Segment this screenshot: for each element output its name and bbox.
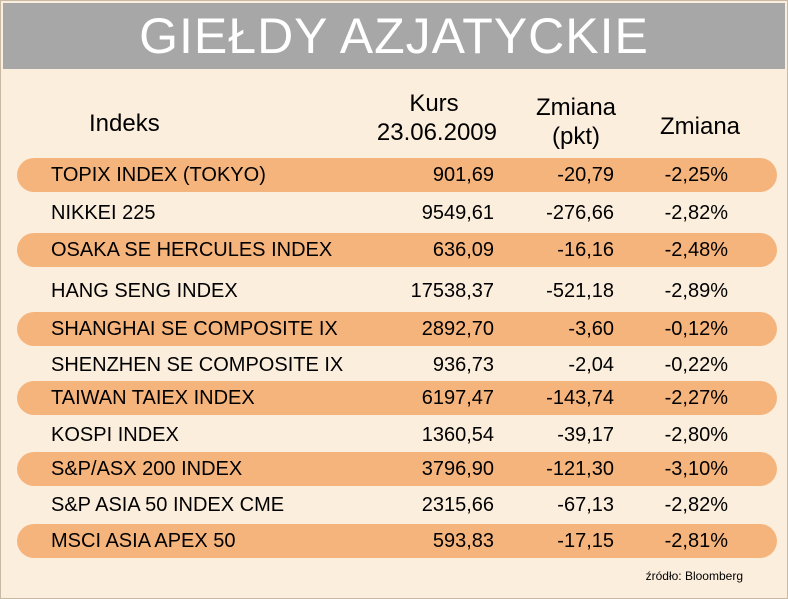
index-zmiana-pkt: -276,66	[546, 202, 614, 224]
index-zmiana-pkt: -16,16	[557, 239, 614, 261]
index-zmiana-pct: -2,89%	[664, 280, 728, 302]
index-zmiana-pct: -2,81%	[664, 530, 728, 552]
index-name: S&P ASIA 50 INDEX CME	[51, 494, 285, 516]
index-kurs: 6197,47	[421, 387, 494, 409]
index-kurs: 593,83	[432, 530, 494, 552]
index-zmiana-pct: -3,10%	[664, 458, 728, 480]
index-zmiana-pkt: -17,15	[557, 530, 614, 552]
index-kurs: 936,73	[432, 354, 494, 376]
index-name: OSAKA SE HERCULES INDEX	[51, 239, 333, 261]
index-kurs: 2892,70	[421, 318, 494, 340]
index-zmiana-pkt: -121,30	[546, 458, 614, 480]
table-row: SHANGHAI SE COMPOSITE IX 2892,70 -3,60 -0,1…	[17, 312, 777, 346]
index-name: NIKKEI 225	[51, 202, 156, 224]
index-zmiana-pkt: -2,04	[568, 354, 614, 376]
index-name: SHANGHAI SE COMPOSITE IX	[51, 318, 338, 340]
index-zmiana-pkt: -143,74	[546, 387, 614, 409]
table-row: SHENZHEN SE COMPOSITE IX 936,73 -2,04 -0,22…	[17, 348, 777, 382]
index-zmiana-pct: -2,25%	[664, 164, 728, 186]
table-row: TOPIX INDEX (TOKYO) 901,69 -20,79 -2,25%	[17, 158, 777, 192]
index-zmiana-pkt: -20,79	[557, 164, 614, 186]
header-zmiana-pkt-unit: (pkt)	[552, 123, 600, 150]
header-indeks: Indeks	[89, 110, 160, 137]
index-name: S&P/ASX 200 INDEX	[51, 458, 243, 480]
header-kurs-date: 23.06.2009	[376, 119, 497, 146]
table-row: KOSPI INDEX 1360,54 -39,17 -2,80%	[17, 418, 777, 452]
index-zmiana-pct: -2,27%	[664, 387, 728, 409]
table-row: NIKKEI 225 9549,61 -276,66 -2,82%	[17, 196, 777, 230]
header-kurs-label: Kurs	[409, 90, 459, 117]
header-zmiana-pkt: Zmiana (pkt)	[521, 93, 631, 151]
index-zmiana-pkt: -521,18	[546, 280, 614, 302]
header-kurs: Kurs 23.06.2009	[341, 89, 497, 147]
table-row: MSCI ASIA APEX 50 593,83 -17,15 -2,81%	[17, 524, 777, 558]
index-zmiana-pkt: -39,17	[557, 424, 614, 446]
table-row: S&P/ASX 200 INDEX 3796,90 -121,30 -3,10%	[17, 452, 777, 486]
index-kurs: 17538,37	[410, 280, 494, 302]
header-zmiana-pct: Zmiana	[659, 113, 741, 140]
index-zmiana-pct: -2,82%	[664, 202, 728, 224]
index-zmiana-pct: -0,12%	[664, 318, 728, 340]
index-name: TOPIX INDEX (TOKYO)	[51, 164, 266, 186]
index-name: HANG SENG INDEX	[51, 280, 238, 302]
source-note: źródło: Bloomberg	[645, 569, 743, 583]
index-zmiana-pkt: -3,60	[568, 318, 614, 340]
index-name: TAIWAN TAIEX INDEX	[51, 387, 255, 409]
index-zmiana-pct: -2,80%	[664, 424, 728, 446]
index-kurs: 1360,54	[421, 424, 494, 446]
table-row: S&P ASIA 50 INDEX CME 2315,66 -67,13 -2,82%	[17, 488, 777, 522]
index-zmiana-pct: -2,48%	[664, 239, 728, 261]
title-bar: GIEŁDY AZJATYCKIE	[3, 3, 785, 69]
index-kurs: 9549,61	[421, 202, 494, 224]
page-title: GIEŁDY AZJATYCKIE	[139, 8, 649, 64]
index-kurs: 3796,90	[421, 458, 494, 480]
index-zmiana-pkt: -67,13	[557, 494, 614, 516]
table-row: OSAKA SE HERCULES INDEX 636,09 -16,16 -2,48…	[17, 233, 777, 267]
index-kurs: 2315,66	[421, 494, 494, 516]
index-zmiana-pct: -0,22%	[664, 354, 728, 376]
index-name: SHENZHEN SE COMPOSITE IX	[51, 354, 344, 376]
table-row: HANG SENG INDEX 17538,37 -521,18 -2,89%	[17, 274, 777, 308]
index-zmiana-pct: -2,82%	[664, 494, 728, 516]
index-name: KOSPI INDEX	[51, 424, 179, 446]
table-row: TAIWAN TAIEX INDEX 6197,47 -143,74 -2,27%	[17, 381, 777, 415]
index-kurs: 636,09	[432, 239, 494, 261]
index-kurs: 901,69	[432, 164, 494, 186]
header-zmiana-pkt-label: Zmiana	[535, 94, 617, 121]
index-name: MSCI ASIA APEX 50	[51, 530, 236, 552]
